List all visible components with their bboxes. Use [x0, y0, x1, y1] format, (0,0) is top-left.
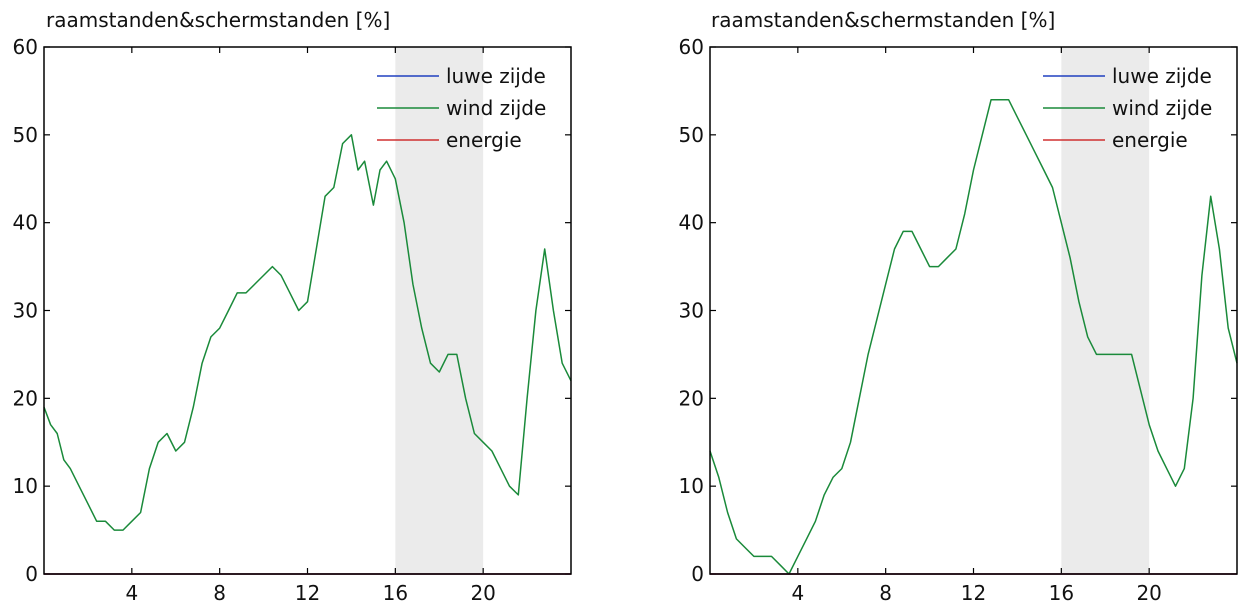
y-tick-label: 50	[679, 123, 704, 147]
y-tick-label: 60	[13, 35, 38, 59]
chart-panel-1: raamstanden&schermstanden [%] 0 10 20 30 40 50…	[13, 8, 572, 605]
x-tick-label: 16	[383, 581, 408, 605]
chart-title: raamstanden&schermstanden [%]	[711, 8, 1055, 32]
legend-label: energie	[446, 128, 522, 152]
y-tick-label: 0	[691, 562, 704, 586]
y-tick-label: 10	[679, 474, 704, 498]
shaded-period	[1061, 47, 1150, 574]
x-tick-label: 4	[125, 581, 138, 605]
legend-label: wind zijde	[446, 96, 546, 120]
x-tick-label: 12	[295, 581, 320, 605]
x-tick-label: 8	[213, 581, 226, 605]
shaded-period	[395, 47, 484, 574]
legend-label: energie	[1112, 128, 1188, 152]
y-tick-label: 40	[13, 211, 38, 235]
y-tick-label: 20	[13, 386, 38, 410]
x-tick-label: 20	[470, 581, 495, 605]
y-tick-label: 30	[679, 299, 704, 323]
y-tick-label: 20	[679, 386, 704, 410]
y-tick-label: 0	[25, 562, 38, 586]
y-tick-label: 40	[679, 211, 704, 235]
y-tick-label: 10	[13, 474, 38, 498]
plot-frame	[709, 46, 1238, 575]
series-line-wind-zijde	[43, 134, 572, 531]
y-tick-label: 60	[679, 35, 704, 59]
x-tick-label: 20	[1136, 581, 1161, 605]
legend-label: luwe zijde	[1112, 64, 1212, 88]
chart-panel-2: raamstanden&schermstanden [%] 0 10 20 30 40 50…	[679, 8, 1238, 605]
series-line-wind-zijde	[709, 98, 1238, 575]
plot-frame	[43, 46, 572, 575]
legend-label: wind zijde	[1112, 96, 1212, 120]
legend-label: luwe zijde	[446, 64, 546, 88]
chart-title: raamstanden&schermstanden [%]	[46, 8, 390, 32]
x-tick-label: 8	[879, 581, 892, 605]
x-tick-label: 12	[961, 581, 986, 605]
x-tick-label: 16	[1049, 581, 1074, 605]
y-tick-label: 50	[13, 123, 38, 147]
y-tick-label: 30	[13, 299, 38, 323]
x-tick-label: 4	[791, 581, 804, 605]
